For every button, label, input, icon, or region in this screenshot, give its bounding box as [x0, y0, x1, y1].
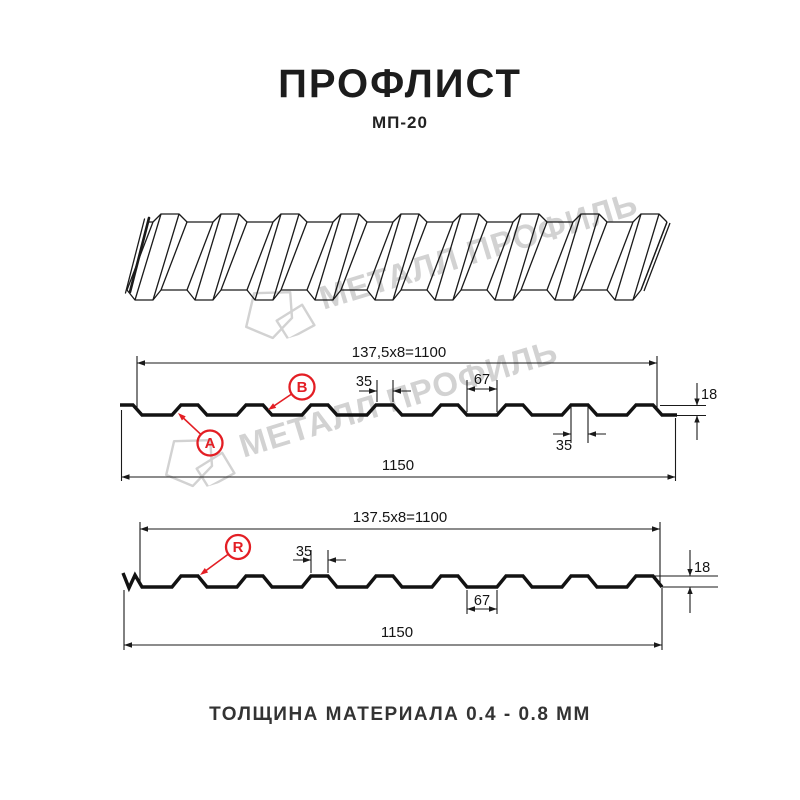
page-title: ПРОФЛИСТ: [278, 62, 522, 106]
dim-crest-top-label-a: 35: [356, 374, 372, 390]
watermark: МЕТАЛЛ ПРОФИЛЬ: [233, 174, 645, 350]
metall-profil-logo-icon: [245, 291, 316, 341]
watermark: МЕТАЛЛ ПРОФИЛЬ: [153, 322, 565, 498]
header: ПРОФЛИСТ МП-20: [0, 62, 800, 133]
dim-total-width-label-a: 1150: [382, 457, 414, 474]
dim-crest-top-label-r: 35: [296, 544, 312, 560]
page-subtitle: МП-20: [372, 113, 428, 132]
dim-pitch-label-r: 137.5x8=1100: [353, 510, 447, 526]
callout-label-b: B: [297, 379, 308, 396]
sheet-3d-view: [124, 213, 671, 301]
callout-label-a: A: [205, 435, 216, 452]
dim-valley-label-r: 67: [474, 593, 490, 609]
dim-total-width-label-r: 1150: [381, 624, 413, 641]
profile-r-outline-and-dimensions: [121, 522, 718, 650]
dim-valley-label-a: 67: [474, 372, 490, 388]
profile-a-outline-and-dimensions: [120, 356, 706, 481]
dim-crest-bottom-label-a: 35: [556, 438, 572, 454]
profile-diagram-a: 137,5x8=1100 35 67 18 35 1150 A B: [120, 344, 717, 481]
dim-height-label-a: 18: [701, 387, 717, 403]
footer-note: ТОЛЩИНА МАТЕРИАЛА 0.4 - 0.8 ММ: [209, 704, 591, 725]
dim-height-label-r: 18: [694, 560, 710, 576]
callout-label-r: R: [233, 539, 244, 556]
sheet-3d-line-art: [124, 213, 671, 301]
dim-pitch-label-a: 137,5x8=1100: [352, 344, 446, 361]
metall-profil-logo-icon: [165, 439, 236, 489]
profile-diagram-r: 137.5x8=1100 35 67 18 1150 R: [121, 510, 718, 650]
